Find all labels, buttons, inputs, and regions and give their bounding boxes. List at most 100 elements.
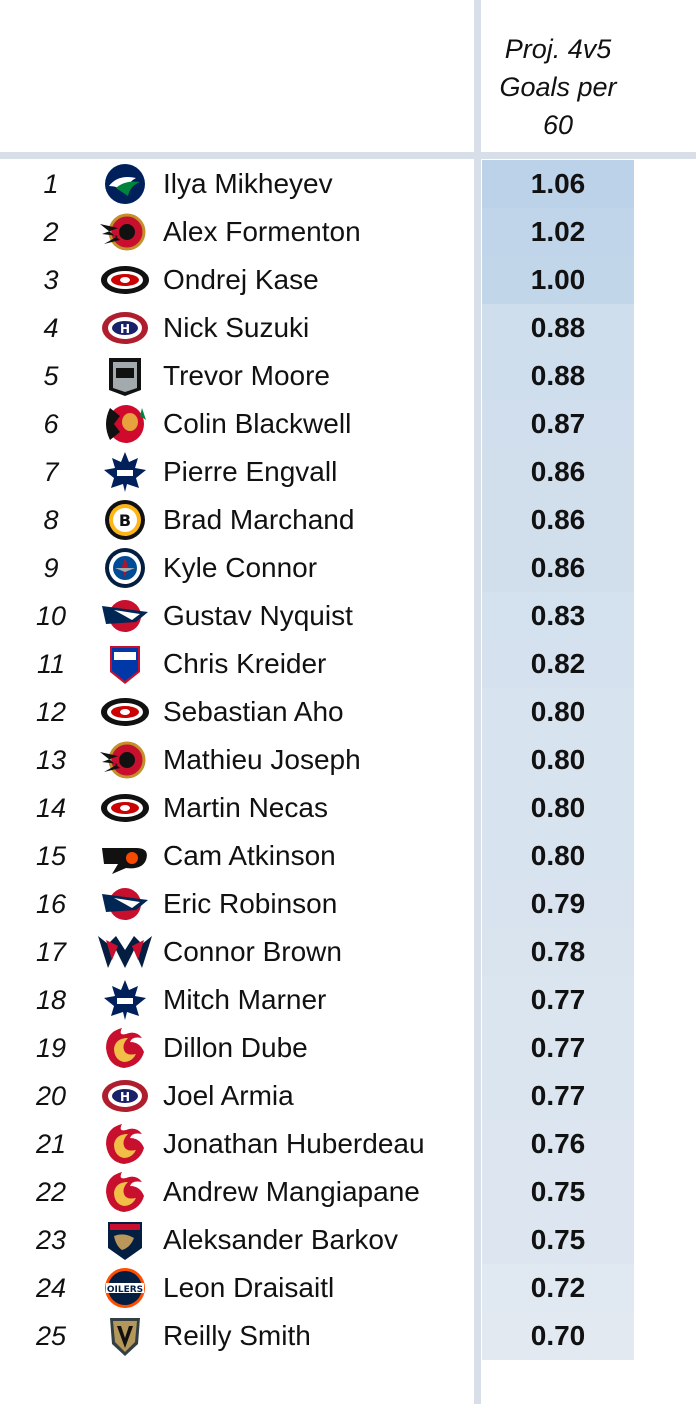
- header-line-2: Goals per: [499, 72, 617, 102]
- table-row: 12 Sebastian Aho 0.80: [0, 688, 696, 736]
- rank-label: 17: [35, 937, 67, 967]
- table-row: 5 Trevor Moore 0.88: [0, 352, 696, 400]
- svg-text:H: H: [120, 322, 130, 336]
- player-name: Leon Draisaitl: [163, 1272, 335, 1303]
- value-cell: 0.80: [482, 688, 634, 736]
- value-cell: 0.77: [482, 976, 634, 1024]
- value-cell: 0.88: [482, 304, 634, 352]
- hurricanes-logo-icon: [96, 690, 154, 734]
- value-cell: 0.80: [482, 784, 634, 832]
- table-row: 13 Mathieu Joseph 0.80: [0, 736, 696, 784]
- player-name: Reilly Smith: [163, 1320, 311, 1351]
- table-row: 22 Andrew Mangiapane 0.75: [0, 1168, 696, 1216]
- senators-logo-icon: [96, 738, 154, 782]
- panthers-logo-icon: [96, 1218, 154, 1262]
- player-name: Sebastian Aho: [163, 696, 344, 727]
- value-cell: 0.86: [482, 544, 634, 592]
- value-cell: 0.86: [482, 496, 634, 544]
- player-name: Andrew Mangiapane: [163, 1176, 420, 1207]
- table-row: 16 Eric Robinson 0.79: [0, 880, 696, 928]
- maple-leafs-logo-icon: [96, 978, 154, 1022]
- table-row: 1 Ilya Mikheyev 1.06: [0, 160, 696, 208]
- blue-jackets-logo-icon: [96, 882, 154, 926]
- player-name: Aleksander Barkov: [163, 1224, 399, 1255]
- canadiens-logo-icon: H: [96, 1074, 154, 1118]
- bruins-logo-icon: B: [96, 498, 154, 542]
- jets-logo-icon: [96, 546, 154, 590]
- maple-leafs-logo-icon: [96, 450, 154, 494]
- rank-label: 15: [35, 841, 67, 871]
- table-row: 10 Gustav Nyquist 0.83: [0, 592, 696, 640]
- player-name: Gustav Nyquist: [163, 600, 353, 631]
- table-row: 21 Jonathan Huberdeau 0.76: [0, 1120, 696, 1168]
- value-cell: 0.87: [482, 400, 634, 448]
- player-name: Eric Robinson: [163, 888, 338, 919]
- rank-label: 16: [35, 889, 67, 919]
- value-cell: 0.75: [482, 1168, 634, 1216]
- value-cell: 0.72: [482, 1264, 634, 1312]
- rank-label: 12: [35, 697, 67, 727]
- player-name: Kyle Connor: [163, 552, 318, 583]
- player-name: Chris Kreider: [163, 648, 327, 679]
- flames-logo-icon: [96, 1122, 154, 1166]
- table-row: 3 Ondrej Kase 1.00: [0, 256, 696, 304]
- rank-label: 9: [43, 553, 59, 583]
- table-row: 19 Dillon Dube 0.77: [0, 1024, 696, 1072]
- player-name: Cam Atkinson: [163, 840, 336, 871]
- flames-logo-icon: [96, 1170, 154, 1214]
- rank-label: 8: [43, 505, 59, 535]
- value-cell: 0.86: [482, 448, 634, 496]
- rank-label: 1: [43, 169, 59, 199]
- flyers-logo-icon: [96, 834, 154, 878]
- player-name: Ilya Mikheyev: [163, 168, 333, 199]
- value-cell: 1.02: [482, 208, 634, 256]
- svg-text:H: H: [120, 1090, 130, 1104]
- player-name: Ondrej Kase: [163, 264, 319, 295]
- value-cell: 0.77: [482, 1072, 634, 1120]
- rank-label: 2: [43, 217, 59, 247]
- header-line-1: Proj. 4v5: [504, 34, 612, 64]
- value-cell: 0.82: [482, 640, 634, 688]
- player-name: Alex Formenton: [163, 216, 361, 247]
- player-name: Nick Suzuki: [163, 312, 310, 343]
- table-row: 11 Chris Kreider 0.82: [0, 640, 696, 688]
- value-cell: 0.79: [482, 880, 634, 928]
- oilers-logo-icon: OILERS: [96, 1266, 154, 1310]
- table-row: 17 Connor Brown 0.78: [0, 928, 696, 976]
- header-line-3: 60: [542, 110, 574, 140]
- rank-label: 14: [35, 793, 67, 823]
- blue-jackets-logo-icon: [96, 594, 154, 638]
- svg-text:B: B: [119, 511, 131, 530]
- value-cell: 0.80: [482, 736, 634, 784]
- rank-label: 3: [43, 265, 59, 295]
- player-name: Jonathan Huberdeau: [163, 1128, 425, 1159]
- player-name: Brad Marchand: [163, 504, 355, 535]
- table-row: 8 B Brad Marchand 0.86: [0, 496, 696, 544]
- canadiens-logo-icon: H: [96, 306, 154, 350]
- value-cell: 0.78: [482, 928, 634, 976]
- rank-label: 25: [35, 1321, 67, 1351]
- hurricanes-logo-icon: [96, 258, 154, 302]
- canucks-logo-icon: [96, 162, 154, 206]
- table-row: 4 H Nick Suzuki 0.88: [0, 304, 696, 352]
- rank-label: 5: [43, 361, 59, 391]
- rank-label: 11: [36, 649, 66, 679]
- rank-label: 19: [35, 1033, 67, 1063]
- player-name: Martin Necas: [163, 792, 328, 823]
- header-divider: [0, 152, 696, 159]
- blackhawks-logo-icon: [96, 402, 154, 446]
- player-name: Joel Armia: [163, 1080, 294, 1111]
- table-row: 2 Alex Formenton 1.02: [0, 208, 696, 256]
- rank-label: 24: [35, 1273, 67, 1303]
- svg-text:OILERS: OILERS: [107, 1285, 143, 1295]
- table-row: 7 Pierre Engvall 0.86: [0, 448, 696, 496]
- rank-label: 18: [35, 985, 67, 1015]
- value-cell: 1.06: [482, 160, 634, 208]
- table-row: 9 Kyle Connor 0.86: [0, 544, 696, 592]
- value-cell: 0.70: [482, 1312, 634, 1360]
- capitals-logo-icon: [96, 930, 154, 974]
- column-divider: [474, 0, 481, 1404]
- value-cell: 0.80: [482, 832, 634, 880]
- rank-label: 4: [43, 313, 59, 343]
- value-cell: 0.75: [482, 1216, 634, 1264]
